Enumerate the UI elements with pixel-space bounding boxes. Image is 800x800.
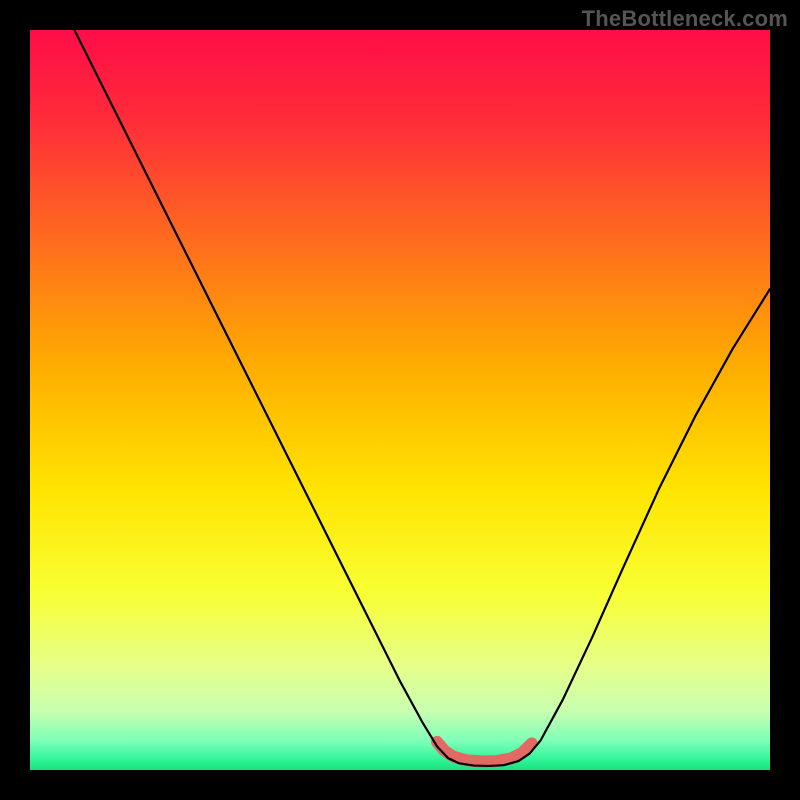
bottleneck-chart — [30, 30, 770, 770]
chart-gradient-background — [30, 30, 770, 770]
watermark-label: TheBottleneck.com — [582, 6, 788, 32]
figure-container: TheBottleneck.com — [0, 0, 800, 800]
